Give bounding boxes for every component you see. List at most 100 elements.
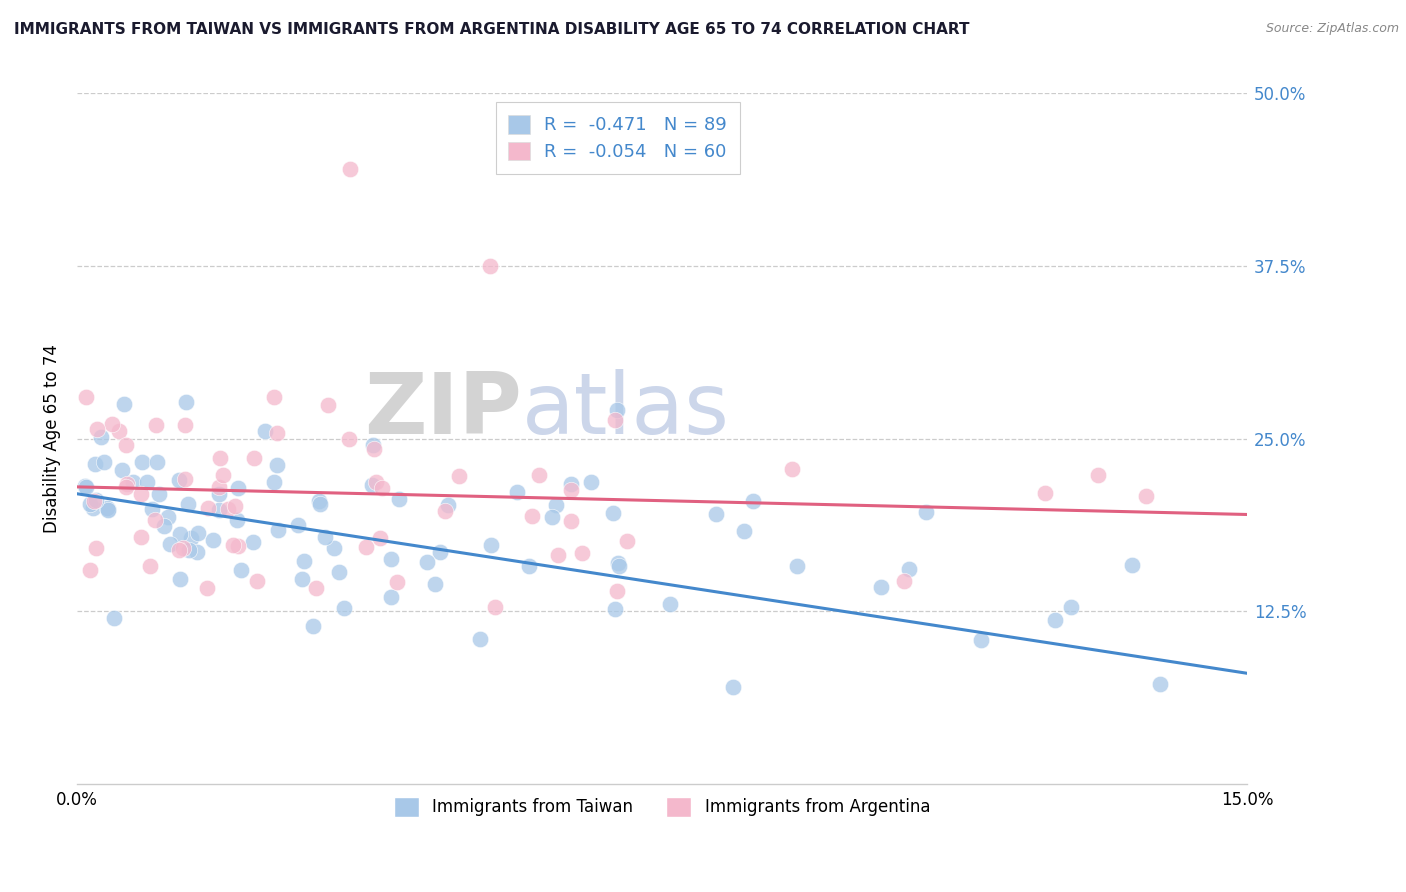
Point [131,486,153,500]
Point [560,476,582,491]
Point [603,413,626,427]
Point [429,545,451,559]
Point [79,563,101,577]
Point [103,611,125,625]
Point [267,524,290,538]
Point [363,442,385,457]
Point [254,425,277,439]
Point [111,463,134,477]
Point [447,468,470,483]
Text: atlas: atlas [522,369,730,452]
Point [380,551,402,566]
Point [786,559,808,574]
Point [167,543,190,558]
Point [208,480,231,494]
Point [529,467,551,482]
Point [370,531,392,545]
Point [301,619,323,633]
Point [167,473,190,487]
Point [291,572,314,586]
Point [893,574,915,588]
Point [266,426,288,441]
Point [226,539,249,553]
Point [371,481,394,495]
Legend: Immigrants from Taiwan, Immigrants from Argentina: Immigrants from Taiwan, Immigrants from … [387,790,936,823]
Point [90,430,112,444]
Point [73,479,96,493]
Point [380,590,402,604]
Point [733,524,755,538]
Point [616,534,638,549]
Point [704,508,727,522]
Point [217,502,239,516]
Point [606,556,628,570]
Point [605,602,627,616]
Point [101,417,124,432]
Point [226,481,249,495]
Point [305,581,328,595]
Point [316,397,339,411]
Point [83,494,105,508]
Point [314,530,336,544]
Point [1135,489,1157,503]
Point [602,506,624,520]
Point [361,437,384,451]
Point [1149,677,1171,691]
Point [560,514,582,528]
Point [246,574,269,588]
Point [437,498,460,512]
Point [84,457,107,471]
Point [425,577,447,591]
Point [433,504,456,518]
Point [212,467,235,482]
Text: IMMIGRANTS FROM TAIWAN VS IMMIGRANTS FROM ARGENTINA DISABILITY AGE 65 TO 74 CORR: IMMIGRANTS FROM TAIWAN VS IMMIGRANTS FRO… [14,22,970,37]
Point [97,502,120,516]
Point [131,455,153,469]
Point [84,493,107,508]
Point [366,475,388,490]
Point [263,390,285,404]
Text: Source: ZipAtlas.com: Source: ZipAtlas.com [1265,22,1399,36]
Point [1060,600,1083,615]
Point [136,475,159,490]
Point [520,508,543,523]
Point [82,501,104,516]
Point [468,632,491,647]
Point [287,518,309,533]
Point [560,483,582,498]
Point [121,475,143,490]
Point [263,475,285,490]
Point [742,494,765,508]
Point [108,425,131,439]
Point [354,540,377,554]
Point [970,633,993,648]
Point [187,526,209,541]
Point [153,518,176,533]
Point [479,538,502,552]
Point [97,503,120,517]
Point [84,541,107,556]
Point [75,480,97,494]
Point [870,580,893,594]
Point [148,487,170,501]
Point [172,541,194,555]
Point [86,421,108,435]
Point [138,559,160,574]
Point [225,513,247,527]
Point [115,438,138,452]
Point [1087,468,1109,483]
Y-axis label: Disability Age 65 to 74: Disability Age 65 to 74 [44,344,60,533]
Point [1121,558,1143,573]
Point [506,484,529,499]
Point [208,503,231,517]
Point [222,538,245,552]
Point [75,390,97,404]
Point [332,600,354,615]
Point [337,432,360,446]
Point [484,599,506,614]
Point [208,450,231,465]
Point [387,575,409,590]
Point [169,526,191,541]
Point [328,565,350,579]
Point [229,563,252,577]
